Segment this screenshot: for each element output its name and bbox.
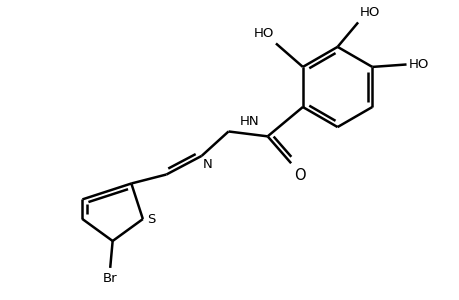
Text: HO: HO (359, 6, 380, 19)
Text: HO: HO (253, 27, 274, 40)
Text: Br: Br (103, 272, 117, 285)
Text: O: O (293, 168, 305, 183)
Text: HN: HN (239, 115, 258, 128)
Text: HO: HO (408, 58, 428, 71)
Text: N: N (203, 158, 213, 171)
Text: S: S (146, 212, 155, 226)
